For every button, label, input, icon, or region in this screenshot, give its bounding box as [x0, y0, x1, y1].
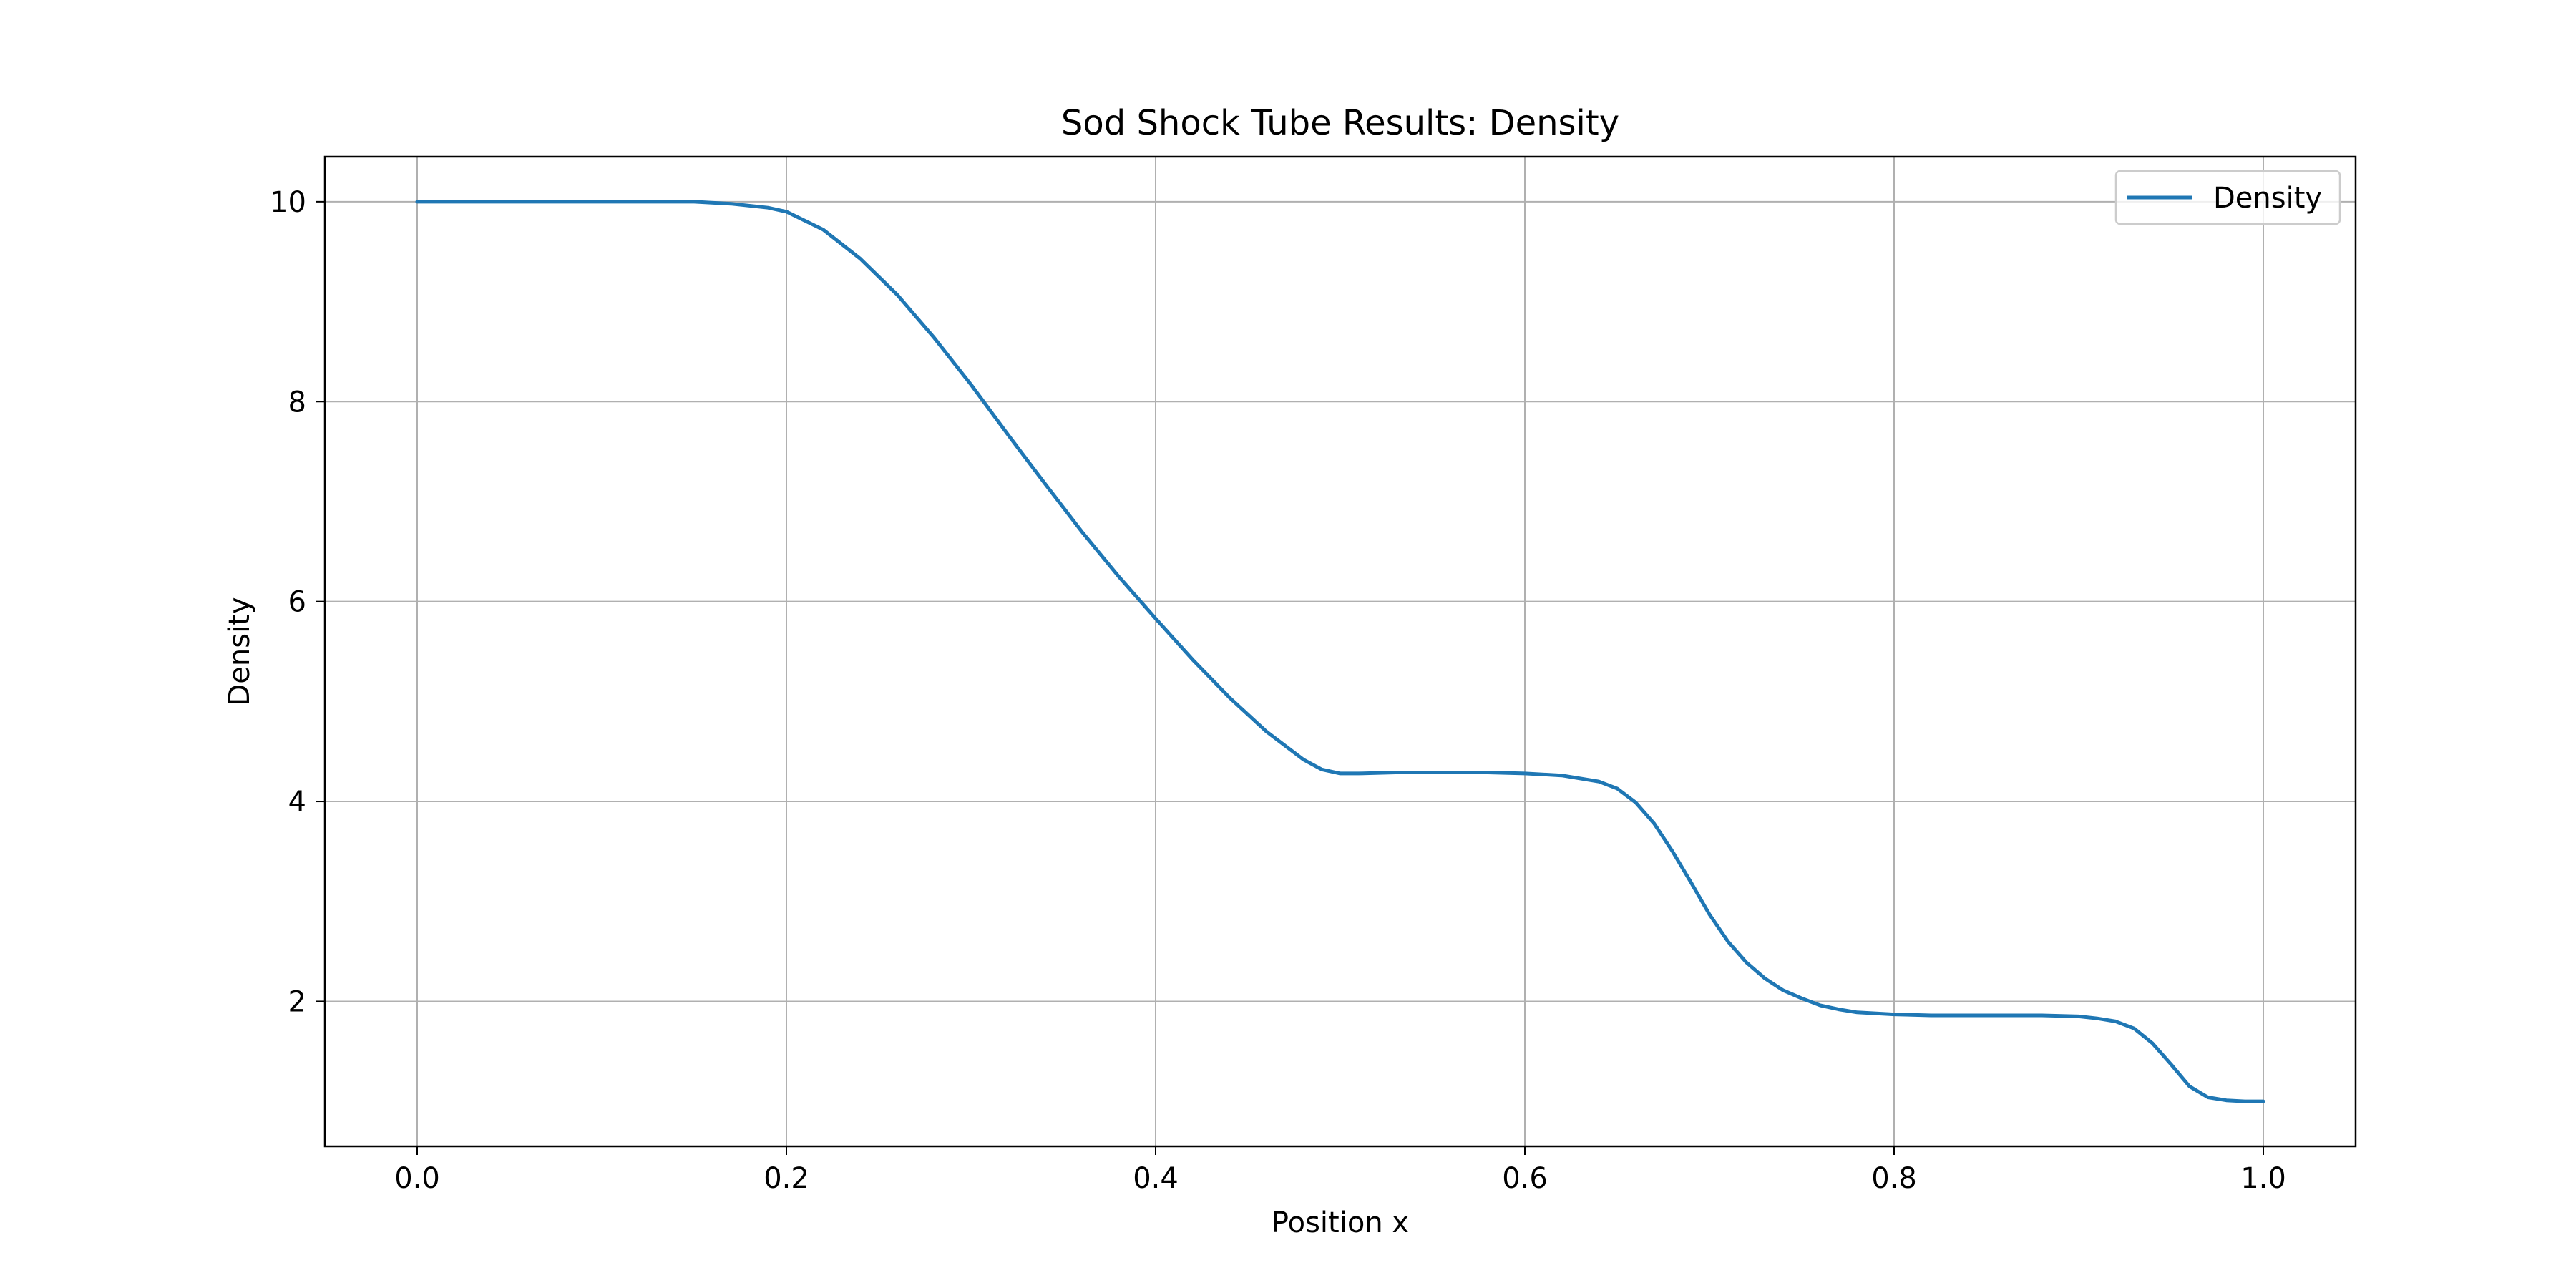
y-tick-label: 2 [288, 985, 306, 1018]
plot-area-frame [323, 155, 2357, 1148]
x-axis-label: Position x [1272, 1206, 1409, 1239]
axis-ticks: 0.0 0.2 0.4 0.6 0.8 1.0 2 4 6 8 10 [270, 186, 2286, 1195]
y-tick-label: 10 [270, 186, 306, 219]
x-tick-label: 1.0 [2240, 1162, 2286, 1195]
legend-box [2114, 170, 2341, 225]
x-tick-label: 0.8 [1871, 1162, 1917, 1195]
y-tick-label: 6 [288, 586, 306, 619]
x-tick-label: 0.4 [1133, 1162, 1179, 1195]
density-series-line [415, 200, 2265, 1103]
x-tick-label: 0.2 [763, 1162, 809, 1195]
y-tick-label: 8 [288, 386, 306, 419]
y-axis-label: Density [223, 597, 256, 706]
y-tick-label: 4 [288, 786, 306, 819]
x-tick-label: 0.0 [394, 1162, 440, 1195]
x-tick-label: 0.6 [1502, 1162, 1548, 1195]
chart-title: Sod Shock Tube Results: Density [1061, 103, 1619, 143]
grid-lines [325, 157, 2356, 1146]
legend-label-density: Density [2213, 182, 2322, 215]
legend: Density [2114, 170, 2341, 225]
series-layer [415, 200, 2265, 1103]
